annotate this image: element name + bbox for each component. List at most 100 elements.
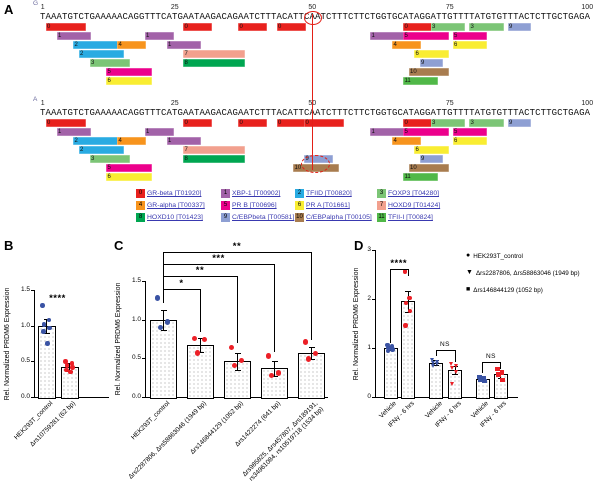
panel-c: C Rel. Normalized PRDM6 Expression 0.0 0.5 1…: [112, 236, 362, 493]
y-tick-label: 1.0: [20, 321, 30, 329]
tf-link-gr-alpha[interactable]: GR-alpha [T00337]: [147, 202, 205, 209]
data-point-circle: [385, 342, 390, 348]
tf-link-pr b[interactable]: PR B [T00696]: [232, 202, 277, 209]
data-point-circle: [63, 359, 68, 364]
error-bar: [274, 360, 275, 377]
y-tick-label: 0.5: [20, 357, 30, 365]
data-point-circle: [303, 339, 309, 345]
data-point-square: [500, 377, 505, 383]
sig-bracket-tick: [163, 276, 164, 289]
y-axis-title: Rel. Normalized PRDM6 Expression: [115, 282, 122, 396]
tf-link-gr-beta[interactable]: GR-beta [T01920]: [147, 190, 202, 197]
sig-bracket: [390, 268, 408, 270]
error-cap: [43, 332, 50, 334]
y-tick: [372, 397, 375, 398]
legend-marker-icon: ▼: [466, 269, 473, 276]
tf-site-box-2: 2: [78, 50, 124, 58]
bar: [60, 367, 79, 399]
sig-label: **: [195, 265, 205, 277]
data-point-circle: [386, 345, 391, 351]
data-point-circle: [41, 329, 46, 334]
tf-site-box-0: 0: [183, 23, 212, 31]
y-tick: [142, 358, 145, 360]
data-point-circle: [68, 369, 73, 375]
tf-link-tfii-i[interactable]: TFII-I [T00824]: [388, 214, 433, 221]
bar: [187, 345, 214, 399]
bar: [401, 301, 415, 399]
tf-link-xbp-1[interactable]: XBP-1 [T00902]: [232, 190, 281, 197]
y-tick-label: 0: [367, 393, 371, 400]
y-tick-label: 0.5: [131, 354, 141, 362]
data-point-circle: [385, 348, 391, 354]
ruler-tick-25: 25: [170, 4, 179, 11]
data-point-circle: [194, 350, 200, 356]
sig-bracket-tick: [454, 350, 456, 362]
data-point-square: [499, 370, 505, 375]
data-point-circle: [389, 344, 395, 349]
tf-site-box-1: 1: [56, 32, 91, 40]
tf-site-box-9: 9: [507, 119, 531, 127]
tf-site-box-8: 8: [183, 155, 245, 163]
tf-site-box-5: 5: [452, 32, 487, 40]
y-tick: [142, 281, 145, 282]
data-point-circle: [201, 337, 207, 343]
tf-link-hoxd9[interactable]: HOXD9 [T01424]: [388, 202, 441, 209]
error-cap: [271, 376, 278, 378]
tf-link-c/ebpbeta[interactable]: C/EBPbeta [T00581]: [232, 214, 295, 221]
bar: [383, 348, 398, 399]
tf-site-box-1: 1: [166, 137, 201, 145]
data-point-circle: [266, 353, 272, 359]
y-tick-label: 0.0: [131, 393, 141, 400]
y-tick-label: 2: [367, 295, 371, 302]
tf-site-box-0: 0: [238, 119, 267, 127]
data-point-circle: [407, 295, 412, 301]
tf-site-box-1: 1: [144, 32, 174, 40]
sig-bracket-tick: [311, 251, 312, 340]
data-point-triangle: [434, 359, 439, 364]
tf-site-box-0: 0: [45, 119, 86, 127]
y-tick: [31, 290, 34, 291]
data-point-square: [482, 378, 487, 384]
sig-label: ***: [212, 252, 225, 264]
tf-site-box-2: 2: [78, 146, 124, 154]
sig-bracket-tick: [500, 361, 501, 369]
bar: [429, 362, 443, 399]
tf-site-box-5: 5: [403, 32, 449, 40]
error-cap: [497, 369, 504, 371]
tf-color-swatch: 7: [377, 201, 386, 210]
y-tick: [142, 397, 145, 398]
allele-letter: G: [33, 0, 39, 7]
tf-site-box-4: 4: [392, 41, 421, 49]
tf-color-swatch: 0: [136, 189, 145, 198]
tf-link-foxp3[interactable]: FOXP3 [T04280]: [388, 190, 440, 197]
data-point-triangle: [430, 357, 435, 362]
ruler-tick-100: 100: [581, 100, 594, 107]
data-point-circle: [312, 350, 318, 357]
tf-link-c/ebpalpha[interactable]: C/EBPalpha [T00105]: [306, 214, 372, 221]
tf-link-hoxd10[interactable]: HOXD10 [T01423]: [147, 214, 203, 221]
data-point-circle: [407, 308, 413, 313]
data-point-triangle: [449, 382, 454, 387]
tf-site-box-3: 3: [89, 59, 130, 67]
tf-site-box-8: 8: [183, 59, 245, 67]
data-point-square: [496, 372, 501, 377]
tf-color-swatch: 5: [221, 201, 230, 210]
tf-link-pr a[interactable]: PR A [T01661]: [306, 202, 350, 209]
variant-circle-top: [304, 11, 323, 25]
sig-bracket-tick: [163, 288, 164, 303]
y-tick: [31, 361, 34, 363]
tf-color-swatch: 3: [377, 189, 386, 198]
tf-legend-item: 9 C/EBPbeta [T00581]: [221, 212, 295, 223]
data-point-circle: [46, 317, 52, 323]
bar: [448, 370, 462, 399]
y-tick-label: 1.5: [20, 286, 30, 293]
tf-site-box-3: 3: [469, 119, 504, 127]
data-point-triangle: [430, 364, 435, 369]
error-cap: [452, 373, 458, 375]
tf-link-tfiid[interactable]: TFIID [T00820]: [306, 190, 352, 197]
sig-bracket-tick: [390, 268, 391, 344]
tf-site-box-3: 3: [430, 23, 465, 31]
tf-site-box-3: 3: [430, 119, 465, 127]
y-tick-label: 1.5: [131, 277, 141, 284]
error-bar: [200, 338, 201, 353]
